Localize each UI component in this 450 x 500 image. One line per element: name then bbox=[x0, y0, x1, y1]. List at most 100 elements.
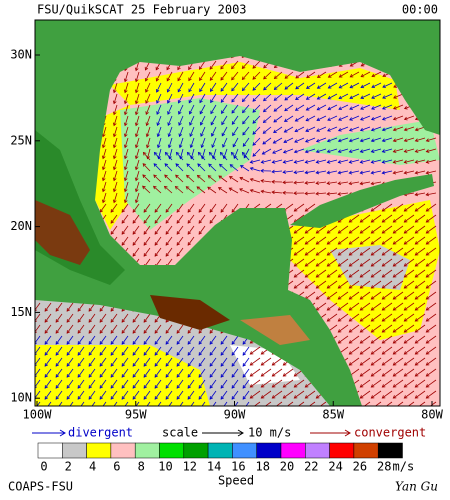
vector bbox=[165, 379, 173, 389]
vector bbox=[102, 181, 107, 192]
vector bbox=[316, 236, 327, 245]
vector-head bbox=[143, 374, 148, 378]
vector-head bbox=[176, 330, 181, 334]
vector-head bbox=[220, 88, 225, 92]
vector bbox=[113, 115, 118, 126]
speed-label: Speed bbox=[218, 474, 254, 488]
vector-head bbox=[99, 330, 104, 334]
vector-head bbox=[414, 296, 419, 300]
vector bbox=[415, 214, 426, 223]
vector-head bbox=[177, 99, 182, 104]
vector-head bbox=[326, 318, 331, 322]
vector bbox=[44, 390, 52, 400]
vector bbox=[349, 236, 360, 245]
vector-head bbox=[239, 165, 244, 169]
vector-head bbox=[359, 307, 364, 311]
vector-head bbox=[381, 263, 386, 267]
vector-head bbox=[293, 180, 297, 185]
vector-head bbox=[188, 66, 192, 71]
vector-head bbox=[175, 163, 180, 167]
vector-head bbox=[349, 106, 353, 110]
vector-head bbox=[252, 65, 257, 69]
vector-head bbox=[177, 77, 181, 82]
vector-head bbox=[241, 151, 246, 156]
vector-head bbox=[35, 353, 38, 356]
vector bbox=[382, 170, 393, 174]
vector-head bbox=[110, 341, 115, 345]
vector-head bbox=[359, 252, 364, 256]
vector-head bbox=[425, 384, 430, 388]
vector-head bbox=[164, 174, 168, 179]
vector-head bbox=[166, 66, 170, 71]
vector-head bbox=[132, 319, 137, 323]
vector-head bbox=[77, 341, 82, 345]
vector bbox=[250, 178, 261, 183]
vector bbox=[99, 324, 107, 334]
vector bbox=[66, 390, 74, 400]
vector-head bbox=[403, 106, 408, 110]
vector-head bbox=[414, 263, 419, 267]
vector-head bbox=[154, 330, 159, 334]
vector bbox=[426, 247, 437, 256]
vector-head bbox=[337, 149, 342, 154]
vector bbox=[110, 368, 118, 378]
vector-head bbox=[123, 122, 128, 127]
vector-head bbox=[370, 138, 375, 143]
vector-head bbox=[143, 231, 148, 235]
vector bbox=[426, 214, 437, 223]
vector bbox=[77, 357, 85, 367]
vector-head bbox=[143, 242, 148, 246]
vector bbox=[404, 148, 415, 153]
vector bbox=[371, 390, 382, 399]
vector bbox=[360, 148, 371, 153]
vector bbox=[349, 170, 360, 174]
vector-head bbox=[242, 396, 247, 400]
vector-head bbox=[337, 170, 342, 175]
vector-head bbox=[381, 138, 386, 143]
vector bbox=[295, 104, 305, 111]
vector-head bbox=[228, 176, 233, 180]
vector bbox=[209, 357, 217, 367]
vector-head bbox=[293, 263, 298, 267]
vector bbox=[393, 247, 404, 256]
vector-head bbox=[260, 384, 265, 388]
vector bbox=[230, 164, 239, 172]
vector bbox=[242, 71, 250, 80]
vector bbox=[219, 163, 228, 172]
vector-head bbox=[121, 396, 126, 400]
vector bbox=[263, 93, 272, 102]
vector bbox=[252, 148, 261, 157]
vector-head bbox=[348, 149, 353, 153]
vector bbox=[317, 104, 327, 111]
vector bbox=[349, 247, 360, 256]
vector-head bbox=[110, 374, 115, 378]
vector-head bbox=[282, 384, 287, 388]
vector bbox=[209, 71, 217, 81]
vector-head bbox=[132, 341, 137, 345]
vector bbox=[426, 280, 437, 289]
vector-head bbox=[382, 106, 386, 110]
vector bbox=[165, 152, 173, 161]
vector-head bbox=[348, 170, 353, 175]
vector-head bbox=[177, 88, 182, 93]
vector-head bbox=[327, 95, 332, 100]
vector-head bbox=[283, 139, 288, 144]
vector bbox=[404, 269, 415, 278]
vector bbox=[339, 82, 349, 89]
vector-head bbox=[210, 407, 213, 410]
vector bbox=[245, 401, 250, 406]
vector bbox=[316, 280, 327, 289]
vector bbox=[252, 60, 261, 69]
vector-head bbox=[222, 144, 226, 148]
vector bbox=[250, 368, 261, 377]
vector bbox=[231, 152, 239, 161]
vector bbox=[360, 258, 371, 267]
vector bbox=[209, 152, 217, 161]
vector-head bbox=[187, 385, 192, 389]
vector bbox=[220, 335, 228, 345]
vector bbox=[327, 181, 338, 184]
vector-head bbox=[326, 263, 331, 267]
speed-tick: 18 bbox=[255, 460, 269, 474]
vector bbox=[350, 71, 360, 78]
vector-head bbox=[176, 363, 181, 367]
